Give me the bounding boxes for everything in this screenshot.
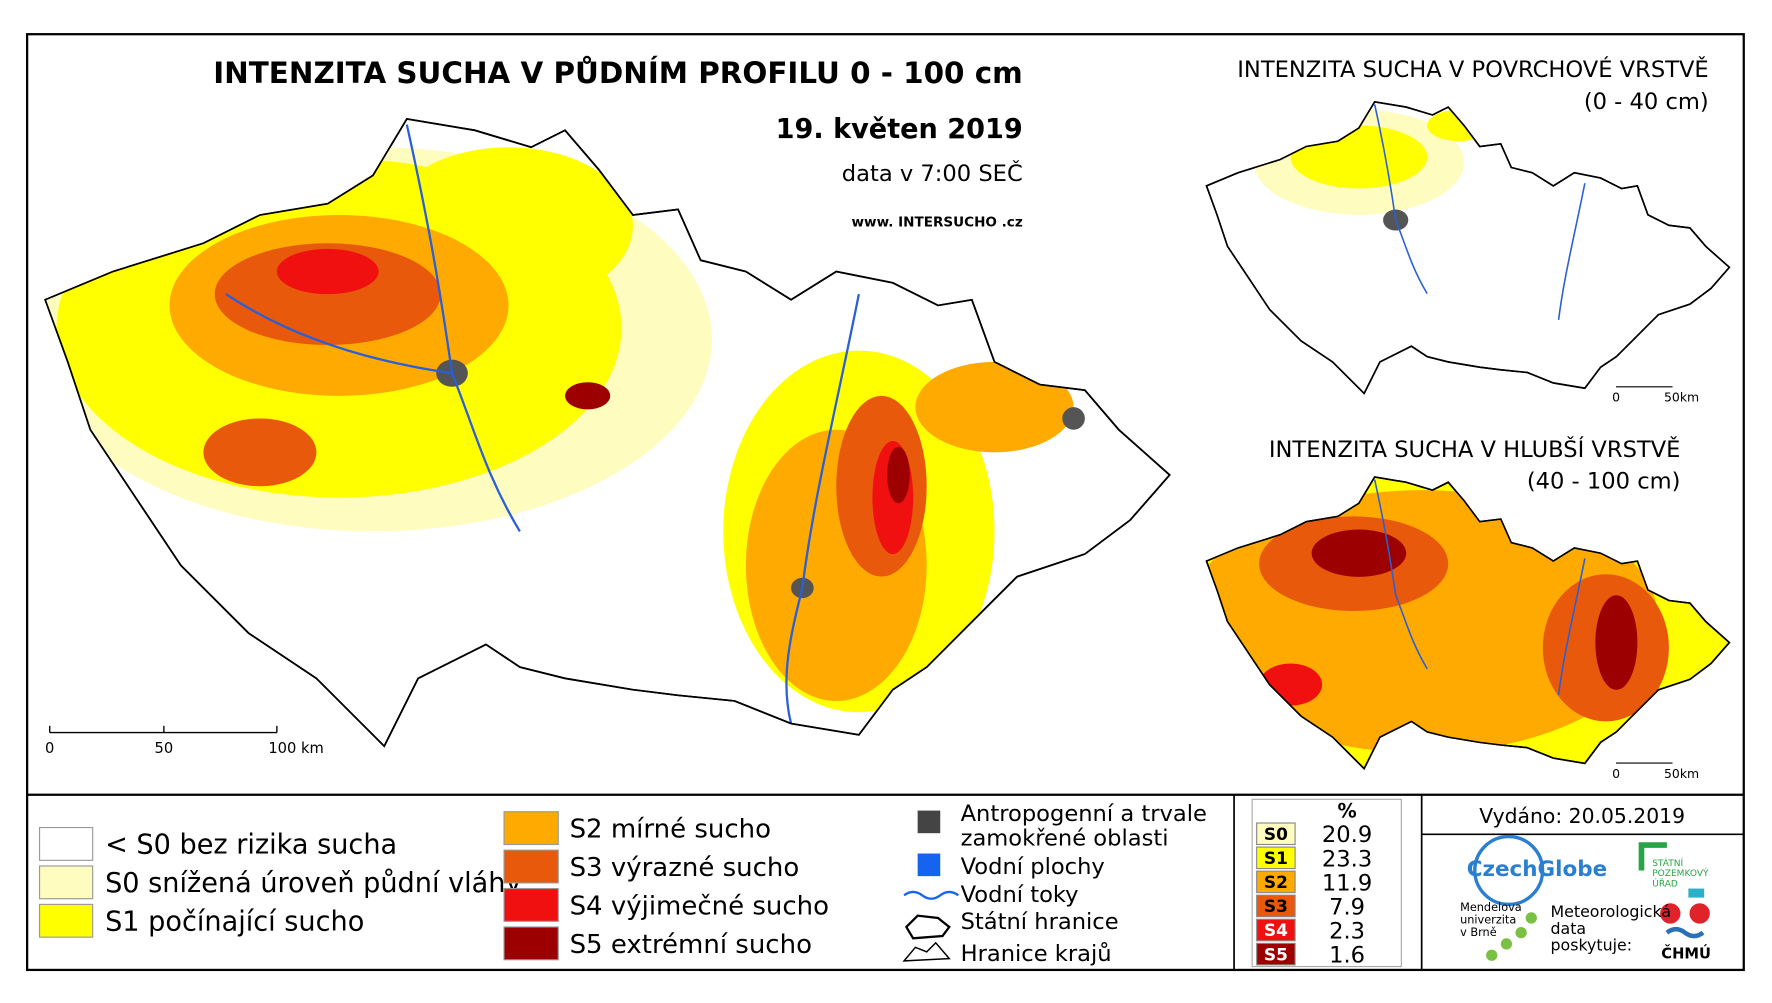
scale-label: 50km (1664, 766, 1699, 781)
logo-mendelu: Mendelova (1460, 901, 1522, 914)
stats-header: % (1337, 799, 1356, 822)
icon-river (903, 890, 960, 900)
legend-swatch (38, 903, 94, 938)
surface-depth: (0 - 40 cm) (1584, 89, 1709, 115)
legend-swatch (38, 826, 94, 861)
legend-label: S4 výjimečné sucho (570, 892, 829, 922)
legend-swatch (38, 865, 94, 900)
stats-value: 20.9 (1322, 822, 1372, 848)
symbol-label: Vodní plochy (961, 854, 1105, 880)
legend-swatch (503, 849, 559, 884)
logo-provider: data (1551, 919, 1587, 938)
stats-class-cell (1256, 822, 1296, 846)
issued: Vydáno: 20.05.2019 (1479, 804, 1685, 828)
stats-class-cell (1256, 846, 1296, 870)
icon-water (917, 853, 941, 877)
stats-value: 7.9 (1329, 894, 1365, 920)
stats-class: S5 (1264, 944, 1288, 964)
scale-label: 0 (45, 740, 54, 757)
symbol-label: Hranice krajů (961, 940, 1112, 967)
stats-class-cell (1256, 870, 1296, 894)
logo-mendelu-dots (1486, 912, 1537, 961)
stats-class-cell (1256, 942, 1296, 966)
stats-class-cell (1256, 894, 1296, 918)
icon-region-border (902, 941, 951, 962)
logo-spu: ÚŘAD (1652, 877, 1678, 889)
stats-value: 1.6 (1329, 943, 1365, 969)
stats-class: S4 (1264, 920, 1288, 940)
deep-depth: (40 - 100 cm) (1527, 469, 1681, 495)
main-title: INTENZITA SUCHA V PŮDNÍM PROFILU 0 - 100… (213, 54, 1022, 90)
logo-mendelu: univerzita (1460, 914, 1516, 927)
date: 19. květen 2019 (776, 114, 1023, 145)
legend-label: S5 extrémní sucho (570, 930, 812, 960)
logo-provider: Meteorologická (1551, 902, 1672, 921)
scale-label: 100 km (268, 740, 324, 757)
legend-swatch (503, 887, 559, 922)
stats-table (1251, 798, 1402, 968)
logo-spu: POZEMKOVÝ (1652, 867, 1709, 879)
stats-value: 23.3 (1322, 846, 1372, 872)
symbol-label: Vodní toky (961, 882, 1079, 908)
stats-class: S3 (1264, 896, 1288, 916)
legend-label: S2 mírné sucho (570, 815, 771, 845)
logo-mendelu: v Brně (1460, 926, 1497, 939)
main-map (44, 118, 1171, 748)
logo-chmu-mark (1660, 888, 1710, 939)
symbol-label: zamokřené oblasti (961, 826, 1169, 852)
symbol-label: Antropogenní a trvale (961, 801, 1207, 827)
icon-anthropogenic (917, 810, 941, 834)
logo-provider: poskytuje: (1551, 936, 1633, 955)
scale-label: 50 (155, 740, 174, 757)
stats-class: S1 (1264, 848, 1288, 868)
stats-value: 11.9 (1322, 870, 1372, 896)
stats-value: 2.3 (1329, 919, 1365, 945)
stats-class: S2 (1264, 872, 1288, 892)
logo-spu: STÁTNÍ (1652, 857, 1683, 869)
scale-label: 50km (1664, 389, 1699, 404)
symbol-label: Státní hranice (961, 909, 1119, 935)
surface-title: INTENZITA SUCHA V POVRCHOVÉ VRSTVĚ (1237, 55, 1708, 83)
logo-czechglobe-ring (1473, 834, 1545, 907)
legend-label: S3 výrazné sucho (570, 853, 800, 883)
legend-label: S0 snížená úroveň půdní vláhy (105, 868, 521, 899)
logo-chmu: ČHMÚ (1661, 945, 1711, 963)
website: www. INTERSUCHO .cz (852, 214, 1023, 230)
deep-map (1205, 476, 1731, 770)
legend-swatch (503, 926, 559, 961)
stats-class: S0 (1264, 824, 1288, 844)
scale-label: 0 (1612, 766, 1620, 781)
deep-title: INTENZITA SUCHA V HLUBŠÍ VRSTVĚ (1269, 435, 1681, 463)
stats-class-cell (1256, 918, 1296, 942)
logo-spu-mark (1638, 842, 1667, 871)
legend-swatch (503, 811, 559, 846)
legend-label: S1 počínající sucho (105, 906, 364, 937)
legend-label: < S0 bez rizika sucha (105, 830, 397, 861)
logo-czechglobe: CzechGlobe (1467, 857, 1607, 882)
scale-label: 0 (1612, 389, 1620, 404)
icon-state-border (904, 914, 951, 940)
time: data v 7:00 SEČ (842, 159, 1023, 187)
